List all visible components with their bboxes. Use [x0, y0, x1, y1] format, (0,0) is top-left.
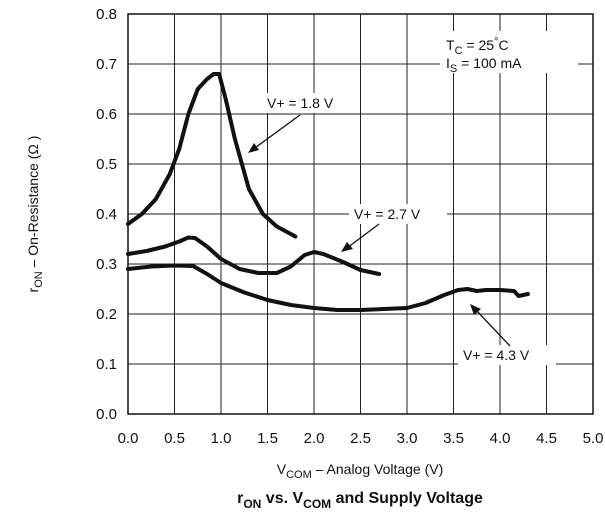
- y-tick-label-0: 0.0: [96, 406, 117, 423]
- annotation-arrow-v27: [346, 223, 380, 249]
- x-tick-label-9: 4.5: [536, 430, 557, 447]
- x-tick-label-1: 0.5: [164, 430, 185, 447]
- conditions-background: [440, 31, 578, 73]
- plot-frame: [127, 13, 594, 415]
- annotation-arrowhead-v18: [248, 143, 259, 153]
- annotation-v43: V+ = 4.3 V: [463, 347, 530, 363]
- y-tick-label-3: 0.3: [96, 256, 117, 273]
- x-tick-label-7: 3.5: [443, 430, 464, 447]
- y-tick-label-6: 0.6: [96, 106, 117, 123]
- y-tick-label-7: 0.7: [96, 56, 117, 73]
- annotation-arrowhead-v27: [341, 242, 353, 252]
- series-layer: [126, 72, 530, 312]
- annotation-background-2: [349, 204, 447, 224]
- annotation-v18: V+ = 1.8 V: [267, 95, 334, 111]
- annotation-arrow-v43: [474, 308, 511, 347]
- series-line-3: [126, 263, 530, 312]
- x-tick-label-3: 1.5: [257, 430, 278, 447]
- x-tick-label-10: 5.0: [583, 430, 604, 447]
- series-line-2: [126, 235, 382, 276]
- y-tick-label-1: 0.1: [96, 356, 117, 373]
- tick-layer: 0.0 0.5 1.0 1.5 2.0 2.5 3.0 3.5 4.0 4.5 5.0 0.0 0.1 0…: [96, 6, 603, 447]
- condition-is: IS = 100 mA: [446, 55, 522, 75]
- annotation-background-3: [458, 345, 556, 365]
- annotation-arrowhead-v43: [470, 304, 481, 315]
- y-tick-label-2: 0.2: [96, 306, 117, 323]
- x-tick-label-8: 4.0: [490, 430, 511, 447]
- x-tick-label-6: 3.0: [397, 430, 418, 447]
- x-axis-title: VCOM – Analog Voltage (V): [277, 461, 444, 481]
- chart-title: rON vs. VCOM and Supply Voltage: [237, 490, 483, 511]
- condition-tc: TC = 25°C: [446, 36, 509, 57]
- y-tick-label-4: 0.4: [96, 206, 117, 223]
- y-axis-title: rON – On-Resistance (Ω ): [25, 136, 45, 293]
- annotation-v27: V+ = 2.7 V: [354, 206, 421, 222]
- x-tick-label-2: 1.0: [211, 430, 232, 447]
- x-tick-label-4: 2.0: [304, 430, 325, 447]
- annotation-arrow-v18: [251, 114, 301, 151]
- series-line-1: [126, 72, 298, 239]
- x-tick-label-5: 2.5: [350, 430, 371, 447]
- y-tick-label-8: 0.8: [96, 6, 117, 23]
- x-tick-label-0: 0.0: [118, 430, 139, 447]
- y-tick-label-5: 0.5: [96, 156, 117, 173]
- annotation-background-1: [262, 93, 360, 113]
